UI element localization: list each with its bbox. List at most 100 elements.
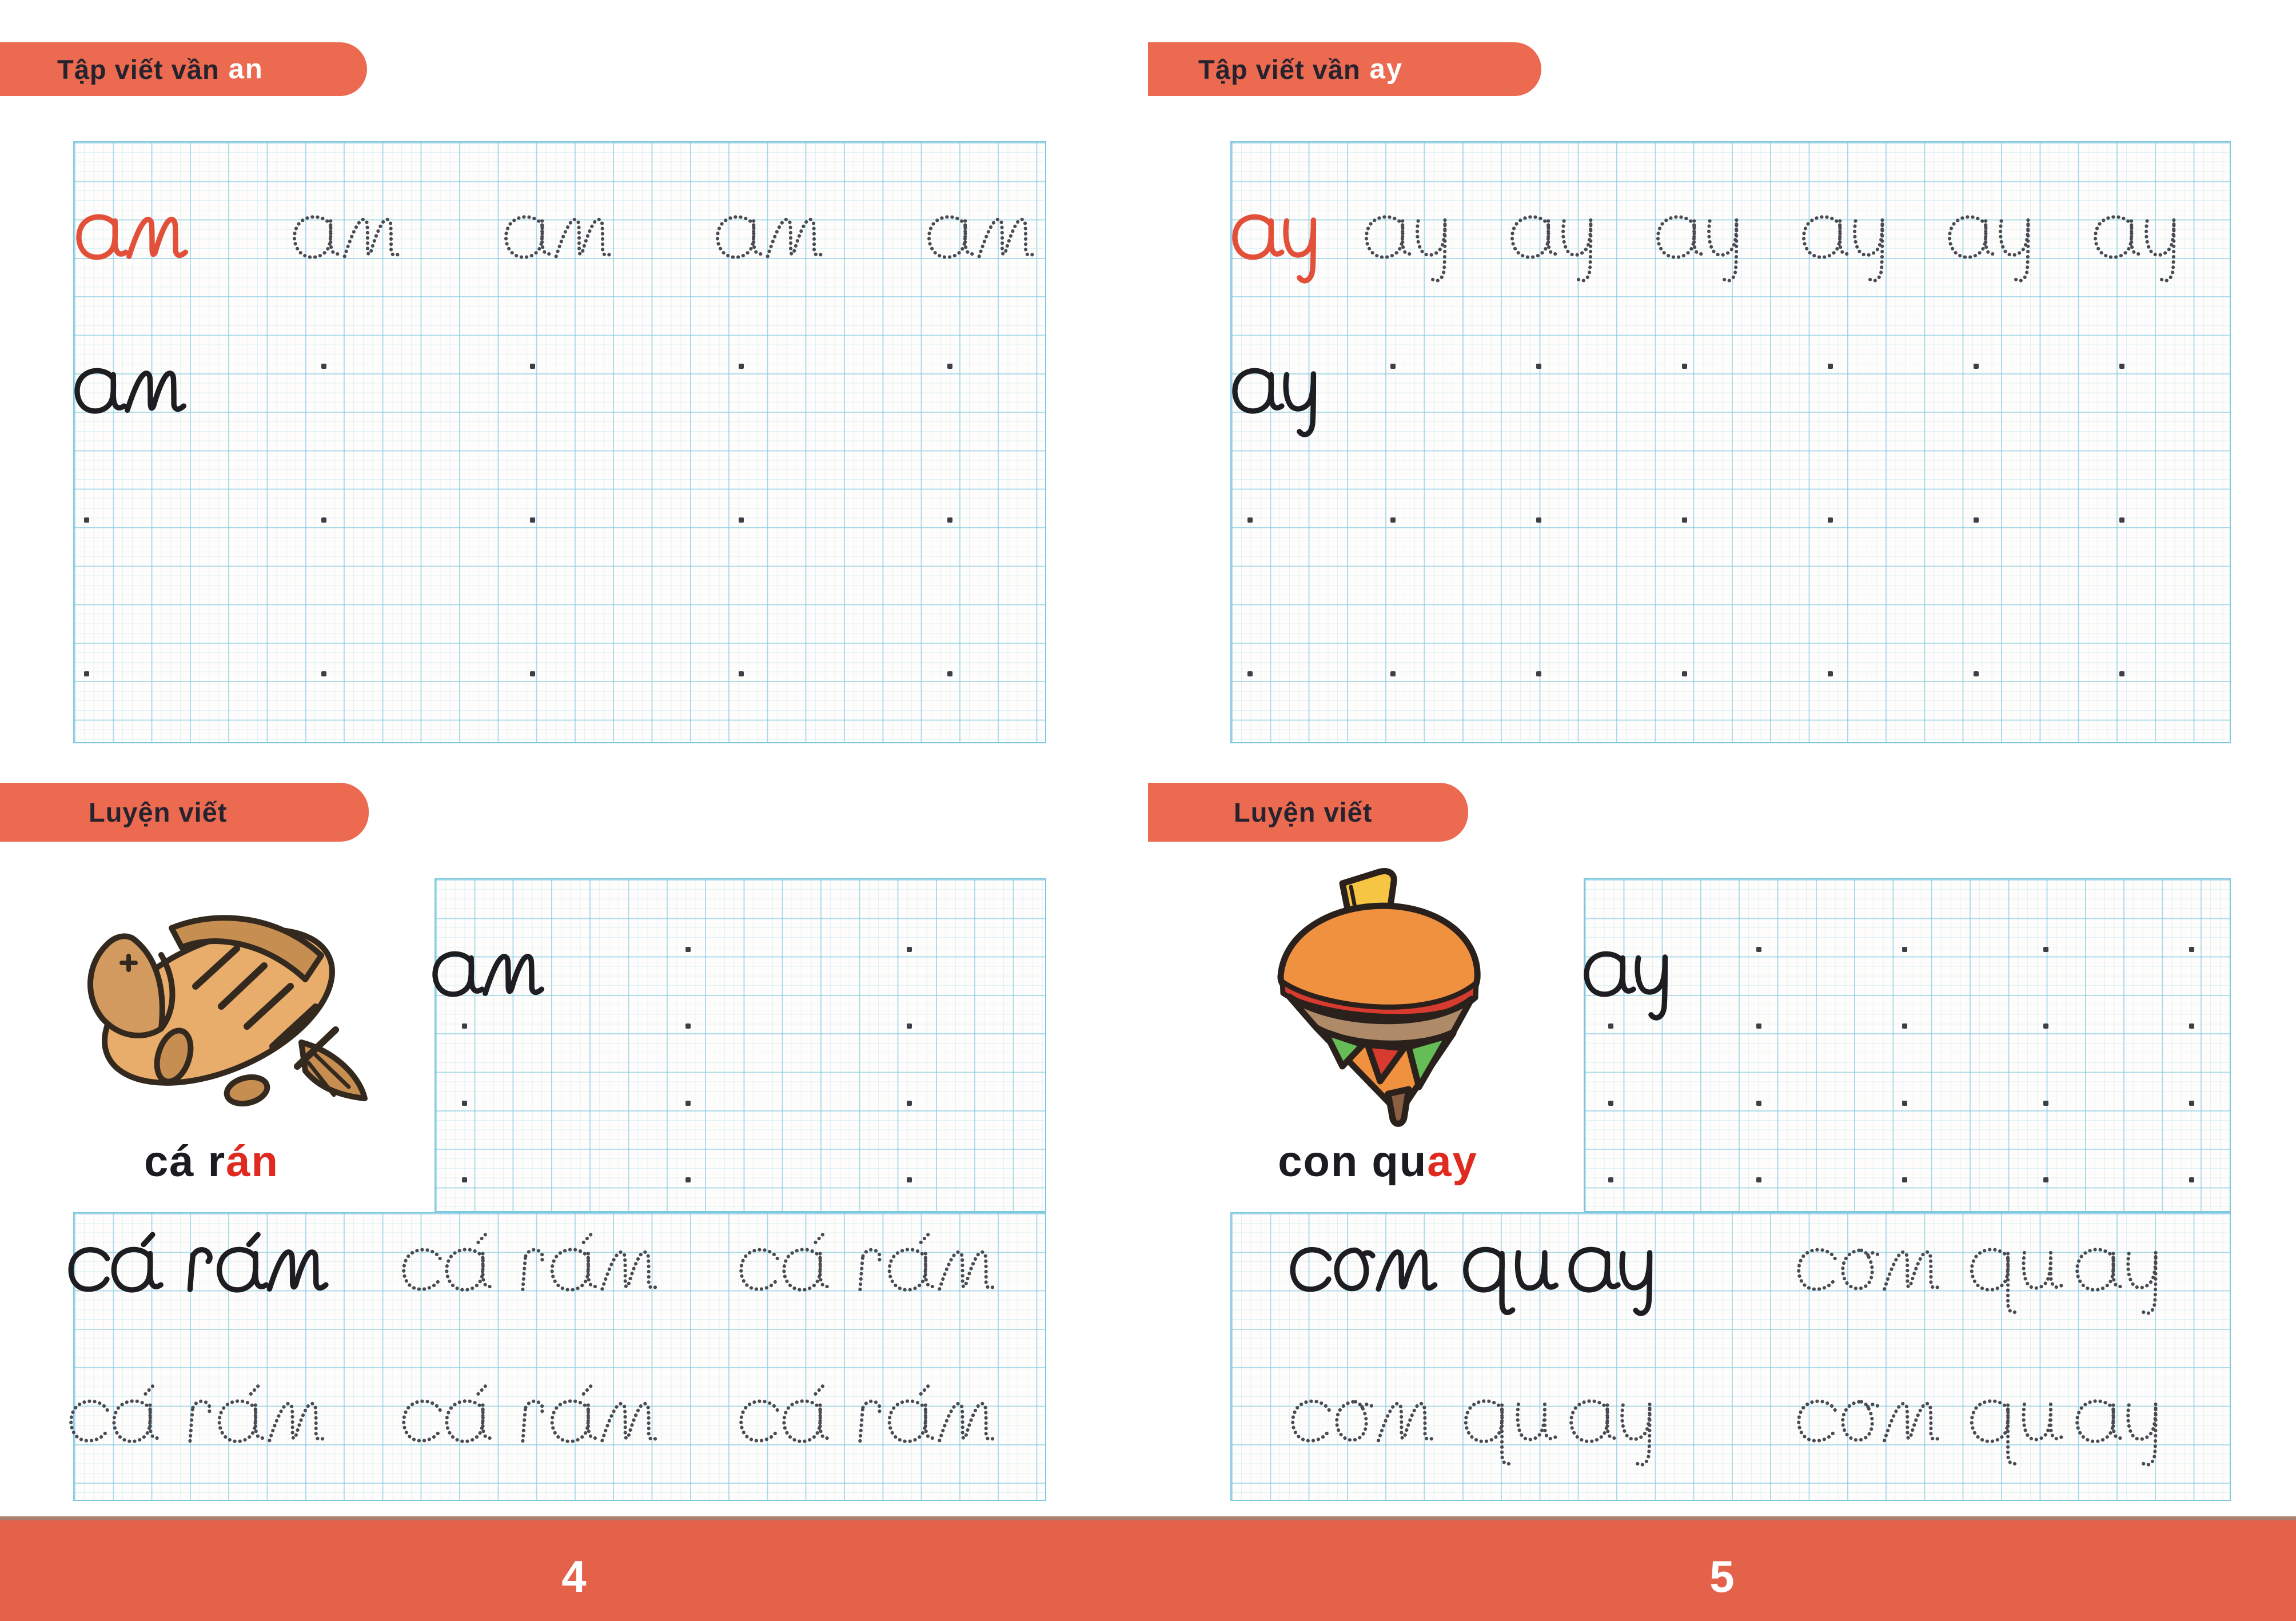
trace-start-dot [462,1101,467,1106]
trace-word-red [76,214,189,260]
section-title: Luyện viết [89,797,228,827]
trace-word-dotted [1656,215,1739,282]
trace-word-dotted [1801,215,1884,282]
vocab-label-con-quay: con quay [1235,1137,1521,1186]
trace-start-dot [1536,364,1541,369]
trace-start-dot [321,364,326,369]
trace-start-dot [1536,671,1541,676]
trace-start-dot [1974,671,1979,676]
trace-start-dot [1390,671,1396,676]
trace-word-solid [1232,368,1317,437]
trace-start-dot [2189,1177,2194,1182]
trace-word-dotted [927,215,1038,259]
trace-start-dot [1828,671,1833,676]
fried-fish-illustration [87,915,368,1107]
header-badge-right: Tập viết vần ay [1148,42,1541,96]
trace-start-dot [2189,947,2194,952]
trace-start-dot [1756,1101,1761,1106]
trace-start-dot [1756,1023,1761,1029]
header-syllable: an [228,54,264,85]
trace-start-dot [1974,517,1979,523]
trace-start-dot [907,1177,912,1182]
trace-start-dot [1902,947,1907,952]
trace-start-dot [321,517,326,523]
trace-word-solid [1584,951,1668,1021]
practice-grid-ca-ran [68,1212,1046,1501]
trace-start-dot [2119,517,2124,523]
header-syllable: ay [1369,54,1404,85]
practice-grid-ay-top [1230,141,2231,743]
trace-start-dot [739,517,744,523]
trace-start-dot [530,517,535,523]
trace-start-dot [1608,1023,1613,1029]
trace-start-dot [2043,1101,2048,1106]
trace-word-solid [1290,1246,1653,1316]
trace-word-dotted [1510,215,1593,282]
trace-start-dot [2043,1023,2048,1029]
trace-start-dot [2043,947,2048,952]
trace-word-dotted [402,1233,661,1292]
practice-grid-ay-word [1584,878,2231,1212]
header-title: Tập viết vần [1198,54,1361,85]
trace-start-dot [739,364,744,369]
trace-word-dotted [292,215,403,259]
vocab-label-red: án [226,1137,279,1186]
trace-word-solid [432,951,545,997]
practice-grid-an-word [432,878,1046,1212]
page-number-left: 4 [561,1551,587,1602]
trace-start-dot [947,671,952,676]
trace-word-dotted [1797,1399,2158,1467]
page-number-right: 5 [1709,1551,1735,1602]
section-title: Luyện viết [1234,797,1373,827]
trace-word-dotted [739,1233,998,1292]
trace-word-solid [68,1232,329,1293]
trace-word-dotted [402,1384,661,1443]
trace-start-dot [685,1101,691,1106]
trace-start-dot [1608,1177,1613,1182]
spinning-top-illustration [1277,868,1481,1127]
trace-start-dot [1390,517,1396,523]
trace-start-dot [530,671,535,676]
trace-start-dot [2189,1023,2194,1029]
practice-grid-an-top [73,141,1046,743]
vocab-label-black: con qu [1278,1137,1428,1186]
trace-word-dotted [69,1384,328,1443]
trace-start-dot [462,1023,467,1029]
section-badge-right: Luyện viết [1148,783,1468,842]
trace-word-dotted [739,1384,998,1443]
trace-word-dotted [1797,1248,2158,1315]
trace-start-dot [1390,364,1396,369]
trace-start-dot [947,364,952,369]
trace-start-dot [84,517,89,523]
trace-start-dot [685,1177,691,1182]
footer-band [0,1516,2296,1621]
trace-start-dot [1536,517,1541,523]
trace-word-dotted [1947,215,2030,282]
practice-grid-con-quay [1230,1212,2231,1501]
trace-word-dotted [504,215,615,259]
trace-start-dot [2119,364,2124,369]
section-badge-left: Luyện viết [0,783,369,842]
trace-start-dot [1828,517,1833,523]
trace-word-solid [74,368,187,414]
trace-start-dot [1247,517,1253,523]
vocab-label-ca-ran: cá rán [74,1137,349,1186]
header-badge-left: Tập viết vần an [0,42,367,96]
vocab-label-black: cá r [144,1137,226,1186]
trace-start-dot [907,1101,912,1106]
trace-start-dot [1756,1177,1761,1182]
trace-start-dot [1902,1177,1907,1182]
trace-start-dot [1247,671,1253,676]
trace-start-dot [685,1023,691,1029]
trace-start-dot [321,671,326,676]
trace-start-dot [947,517,952,523]
trace-word-dotted [1364,215,1447,282]
trace-start-dot [84,671,89,676]
trace-word-dotted [715,215,826,259]
trace-start-dot [1902,1023,1907,1029]
trace-word-red [1232,214,1317,284]
trace-start-dot [1682,517,1687,523]
trace-start-dot [907,1023,912,1029]
trace-start-dot [1902,1101,1907,1106]
